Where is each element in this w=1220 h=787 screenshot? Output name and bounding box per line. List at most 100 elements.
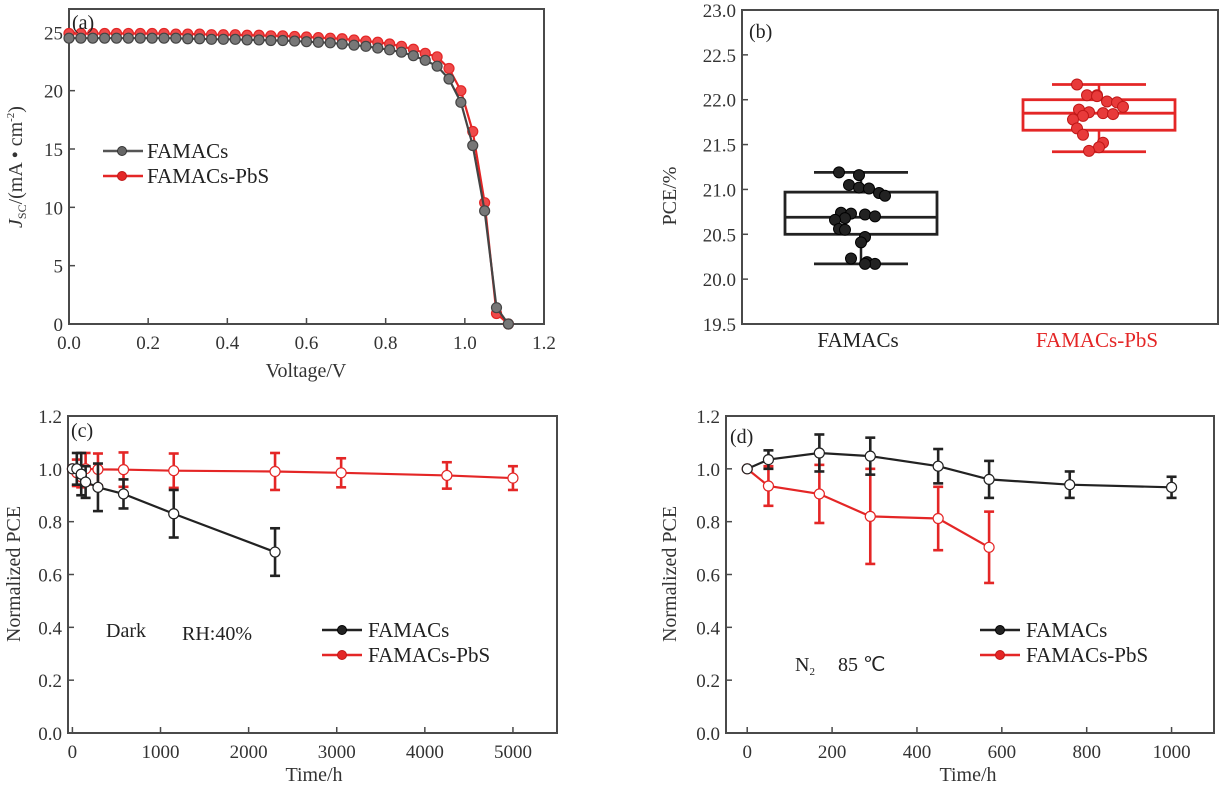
legend-label-pbs: FAMACs-PbS [147, 164, 269, 188]
panel-b-point-famacs [843, 178, 855, 191]
panel-c-series-pbs-point [507, 472, 519, 484]
panel-a-series-famacs-point [182, 33, 194, 45]
legend-marker-famacs [117, 146, 127, 156]
legend-marker-famacs [337, 625, 347, 635]
panel-b-ytick-label: 21.0 [703, 180, 736, 201]
panel-d-xtick-label: 800 [1072, 742, 1101, 763]
legend-label-famacs: FAMACs [147, 139, 228, 163]
panel-a-xtick-label: 0.2 [136, 333, 160, 354]
panel-c-series-famacs-point [117, 488, 130, 500]
panel-d-xtick-label: 200 [818, 742, 847, 763]
panel-b-category-pbs: FAMACs-PbS [1036, 328, 1158, 352]
panel-d-annotation-atmosphere: N2 [795, 654, 815, 678]
panel-d-series-famacs-point [741, 463, 753, 475]
panel-a-xtick-label: 1.2 [532, 333, 556, 354]
panel-a-series-famacs-point [312, 36, 324, 48]
panel-a-series-famacs-point [336, 38, 348, 50]
panel-c-xtick-label: 0 [68, 742, 78, 763]
panel-a-series-famacs-point [146, 32, 158, 44]
ylabel-units: /(mA • cm [5, 121, 27, 204]
panel-c-ytick-label: 1.0 [38, 460, 62, 481]
panel-a-xtick-label: 1.0 [453, 333, 477, 354]
panel-c-legend: FAMACs FAMACs-PbS [322, 618, 490, 667]
panel-c-xtick-label: 1000 [142, 742, 180, 763]
panel-d-ytick-label: 0.6 [696, 566, 720, 587]
panel-a-series-famacs-point [241, 34, 253, 46]
panel-a-jv-curve: 0.0 0.2 0.4 0.6 0.8 1.0 1.2 0 5 10 15 20 25 (a) Volt… [5, 8, 556, 382]
panel-a-series-famacs-point [75, 32, 87, 44]
panel-a-axes-frame [68, 8, 545, 325]
panel-c-series-pbs-point [168, 465, 180, 477]
panel-d-axes-frame [725, 415, 1215, 734]
panel-d-series-famacs-point [864, 450, 876, 462]
panel-a-series-famacs-point [63, 32, 75, 44]
panel-a-series-famacs-point [194, 33, 206, 45]
panel-b-point-famacs [853, 169, 865, 182]
panel-b-point-pbs [1071, 78, 1083, 91]
panel-a-series-famacs-point [122, 32, 134, 44]
panel-a-series-famacs-point [455, 96, 467, 108]
panel-a-series-famacs-point [384, 44, 396, 56]
panel-b-point-famacs [869, 210, 881, 223]
panel-c-xlabel: Time/h [285, 764, 342, 786]
panel-d-series-famacs-point [762, 453, 775, 466]
panel-a-xtick-label: 0.6 [295, 333, 319, 354]
panel-c-series-pbs-point [441, 469, 453, 482]
panel-b-point-pbs [1101, 95, 1113, 108]
panel-a-xlabel: Voltage/V [266, 360, 347, 382]
panel-d-ytick-label: 0.2 [696, 671, 720, 692]
panel-b-ytick-label: 20.0 [703, 270, 736, 291]
panel-d-series-famacs-point [1165, 481, 1178, 493]
panel-a-ytick-label: 0 [54, 315, 64, 336]
panel-d-series-famacs-point [983, 473, 995, 485]
panel-d-thermal-stability: 0 200 400 600 800 1000 0.0 0.2 0.4 0.6 0.8 1.0 1.2 (… [659, 407, 1215, 786]
panel-b-ytick-label: 23.0 [703, 1, 736, 22]
legend-label-famacs: FAMACs [368, 618, 449, 642]
panel-d-ytick-label: 1.2 [696, 407, 720, 428]
panel-b-point-famacs [869, 257, 881, 270]
legend-marker-pbs [337, 650, 347, 660]
panel-c-series-famacs-point [168, 508, 180, 520]
panel-b-point-famacs [859, 257, 871, 270]
panel-a-ytick-label: 5 [54, 257, 64, 278]
panel-c-ytick-label: 0.6 [38, 566, 62, 587]
panel-b-point-famacs [839, 212, 851, 225]
panel-d-series-famacs-point [1064, 479, 1076, 491]
ylabel-close: ) [5, 106, 27, 113]
panel-c-series-pbs-point [269, 465, 281, 478]
panel-c-xtick-label: 3000 [318, 742, 356, 763]
panel-a-xtick-label: 0.8 [374, 333, 398, 354]
panel-b-ytick-label: 22.5 [703, 46, 736, 67]
panel-a-series-famacs-point [134, 32, 146, 44]
legend-marker-pbs [117, 171, 127, 181]
panel-b-point-pbs [1093, 141, 1105, 154]
legend-label-pbs: FAMACs-PbS [1026, 643, 1148, 667]
panel-a-series-famacs-point [372, 42, 384, 54]
panel-a-ylabel: JSC/(mA • cm-2) [5, 106, 29, 228]
panel-a-xtick-label: 0.0 [57, 333, 81, 354]
panel-c-ytick-label: 0.2 [38, 671, 62, 692]
panel-b-ytick-label: 22.0 [703, 91, 736, 112]
panel-c-ytick-label: 0.0 [38, 724, 62, 745]
panel-a-series-famacs-point [360, 40, 372, 52]
panel-a-series-famacs-point [217, 33, 229, 45]
panel-c-annotation-dark: Dark [106, 620, 146, 642]
panel-c-series-famacs-point [80, 476, 92, 488]
panel-d-xtick-label: 0 [742, 742, 752, 763]
panel-c-series-pbs-point [335, 467, 347, 479]
ylabel-sub: SC [15, 204, 29, 219]
panel-a-series-famacs-point [277, 34, 289, 47]
panel-a-series-famacs-point [99, 32, 111, 44]
panel-c-xtick-label: 5000 [494, 742, 532, 763]
panel-a-series-pbs-point [431, 51, 443, 63]
panel-c-series-famacs-point [92, 481, 104, 493]
panel-a-series-famacs-point [395, 46, 408, 58]
panel-a-xtick-label: 0.4 [215, 333, 239, 354]
ylabel-sup: -2 [5, 113, 17, 122]
panel-c-series-famacs-point [269, 546, 281, 558]
panel-b-point-pbs [1107, 108, 1119, 121]
panel-a-series-famacs-point [205, 33, 218, 45]
panel-a-series-famacs-point [431, 60, 443, 72]
panel-c-series-pbs-point [117, 464, 130, 476]
